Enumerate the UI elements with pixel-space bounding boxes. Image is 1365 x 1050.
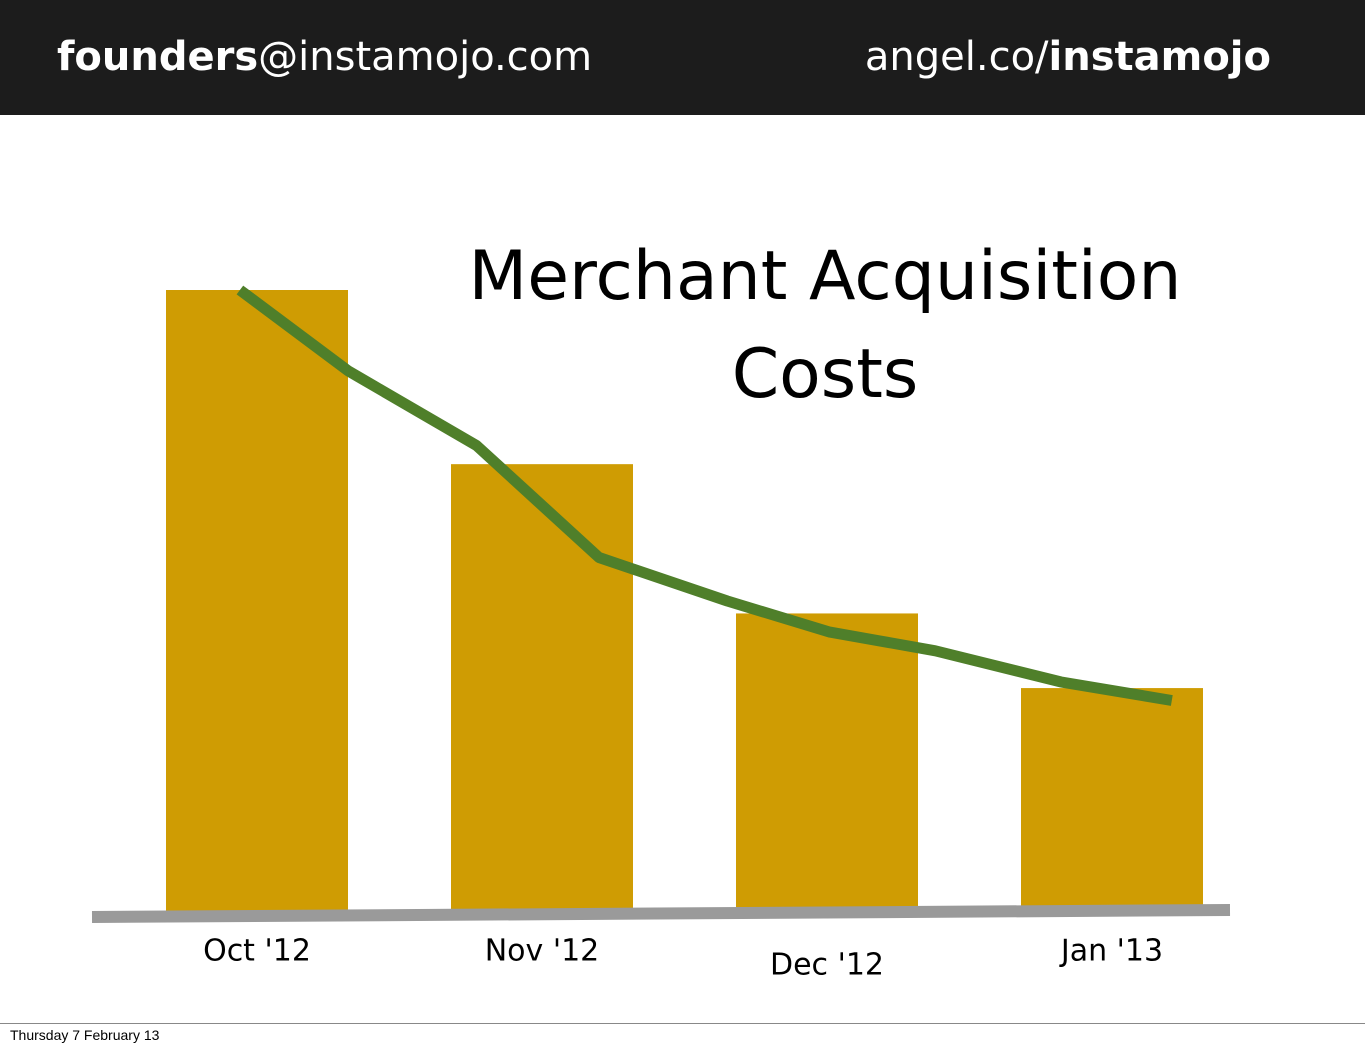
baseline xyxy=(91,904,1231,923)
x-tick-label: Oct '12 xyxy=(203,934,311,969)
bar xyxy=(736,613,918,912)
bar xyxy=(166,290,348,912)
email-bold: founders xyxy=(57,34,259,80)
x-tick-label: Jan '13 xyxy=(1059,934,1163,969)
x-tick-label: Nov '12 xyxy=(485,934,600,969)
email: founders@instamojo.com xyxy=(57,34,592,80)
chart-title: Merchant Acquisition Costs xyxy=(468,237,1182,414)
angel-bold: instamojo xyxy=(1048,34,1271,80)
bar xyxy=(451,464,633,912)
trend-line xyxy=(236,285,1173,706)
angel-link: angel.co/instamojo xyxy=(865,34,1271,80)
bar xyxy=(1021,688,1203,912)
angel-rest: angel.co/ xyxy=(864,34,1049,80)
header: founders@instamojo.com angel.co/instamoj… xyxy=(0,0,1365,115)
x-tick-label: Dec '12 xyxy=(770,948,884,983)
footer-rule xyxy=(0,1023,1365,1024)
email-rest: @instamojo.com xyxy=(258,34,593,80)
footer: Thursday 7 February 13 xyxy=(10,1027,160,1043)
